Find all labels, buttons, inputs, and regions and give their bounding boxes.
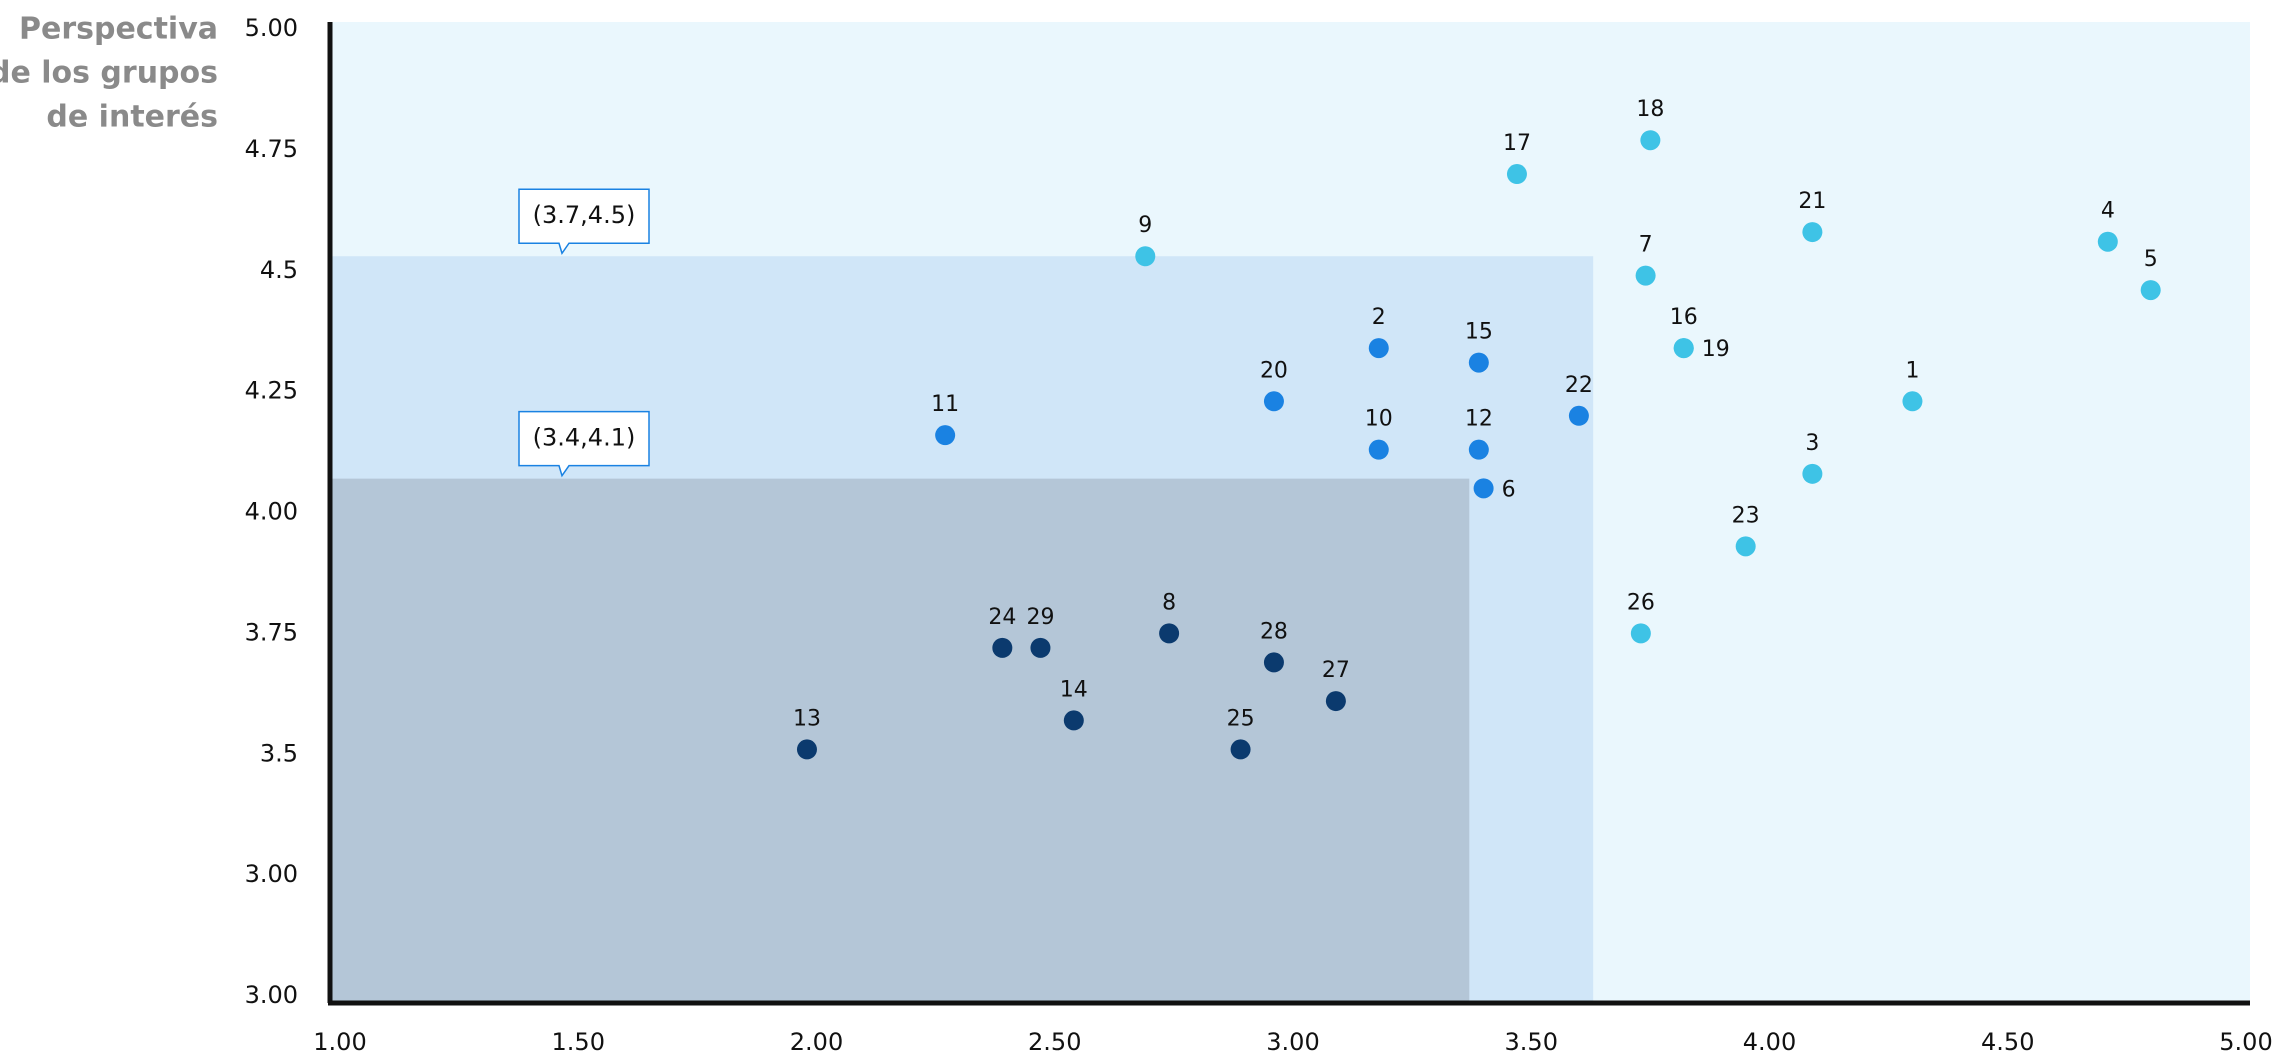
y-axis-title: de los grupos — [0, 56, 218, 91]
y-tick-label: 4.75 — [245, 135, 298, 163]
point — [1473, 478, 1494, 499]
point — [1230, 739, 1251, 760]
point-label: 17 — [1503, 131, 1531, 156]
point — [2097, 231, 2118, 252]
point-label: 4 — [2101, 199, 2115, 224]
point-label: 7 — [1639, 233, 1653, 258]
point-label: 3 — [1805, 431, 1819, 456]
point-label: 8 — [1162, 590, 1176, 615]
x-tick-label: 4.00 — [1743, 1028, 1796, 1055]
y-tick-label: 3.5 — [260, 739, 298, 767]
point-label: 26 — [1627, 590, 1655, 615]
point-label: 16 — [1670, 305, 1698, 330]
callout-label: (3.7,4.5) — [533, 201, 636, 229]
point — [1030, 637, 1051, 658]
point-label: 6 — [1502, 477, 1516, 502]
point — [1506, 164, 1527, 185]
point — [992, 637, 1013, 658]
point-label: 11 — [931, 392, 959, 417]
point-label: 5 — [2144, 247, 2158, 272]
x-tick-label: 5.00 — [2219, 1028, 2272, 1055]
point — [796, 739, 817, 760]
callout-box — [518, 188, 650, 255]
point-label: 9 — [1138, 213, 1152, 238]
point — [1630, 623, 1651, 644]
x-tick-label: 4.50 — [1981, 1028, 2034, 1055]
point — [1802, 222, 1823, 243]
y-tick-label: 4.25 — [245, 377, 298, 405]
point — [1635, 265, 1656, 286]
point-label: 14 — [1060, 677, 1088, 702]
y-tick-label: 4.5 — [260, 256, 298, 284]
x-tick-label: 2.00 — [790, 1028, 843, 1055]
x-tick-label: 3.50 — [1505, 1028, 1558, 1055]
point — [1902, 391, 1923, 412]
callout-label: (3.4,4.1) — [533, 424, 636, 452]
point-label: 12 — [1465, 407, 1493, 432]
y-tick-label: 4.00 — [245, 498, 298, 526]
point-label: 24 — [988, 605, 1016, 630]
point-label: 21 — [1798, 189, 1826, 214]
point-label: 1 — [1905, 358, 1919, 383]
point-label: 27 — [1322, 658, 1350, 683]
point — [1735, 536, 1756, 557]
point — [1673, 338, 1694, 359]
point-label: 10 — [1365, 407, 1393, 432]
point — [1135, 246, 1156, 267]
point-label: 25 — [1227, 706, 1255, 731]
point — [1640, 130, 1661, 151]
point — [1325, 691, 1346, 712]
point-label: 23 — [1732, 503, 1760, 528]
x-tick-label: 3.00 — [1266, 1028, 1319, 1055]
point-label: 2 — [1372, 305, 1386, 330]
callout-box — [518, 410, 650, 478]
point — [1468, 352, 1489, 373]
point — [1468, 439, 1489, 460]
x-tick-label: 1.50 — [552, 1028, 605, 1055]
y-tick-label: 5.00 — [245, 14, 298, 42]
point-label: 29 — [1026, 605, 1054, 630]
point-label: 13 — [793, 706, 821, 731]
point-label: 28 — [1260, 619, 1288, 644]
region — [330, 478, 1470, 1003]
point-label: 15 — [1465, 320, 1493, 345]
point — [1063, 710, 1084, 731]
point — [1263, 652, 1284, 673]
point-label: 20 — [1260, 358, 1288, 383]
point — [1802, 463, 1823, 484]
point — [1368, 439, 1389, 460]
point — [935, 425, 956, 446]
y-axis-title: de interés — [46, 100, 218, 135]
y-tick-label: 3.00 — [245, 860, 298, 888]
y-axis-title: Perspectiva — [19, 12, 218, 47]
point — [1159, 623, 1180, 644]
point-label: 22 — [1565, 373, 1593, 398]
y-tick-label: 3.00 — [245, 981, 298, 1009]
x-tick-label: 1.00 — [313, 1028, 366, 1055]
point — [1263, 391, 1284, 412]
point-label: 19 — [1702, 337, 1730, 362]
x-tick-label: 2.50 — [1028, 1028, 1081, 1055]
point — [1368, 338, 1389, 359]
point — [2140, 280, 2161, 301]
y-tick-label: 3.75 — [245, 618, 298, 646]
point — [1568, 405, 1589, 426]
point-label: 18 — [1636, 97, 1664, 122]
